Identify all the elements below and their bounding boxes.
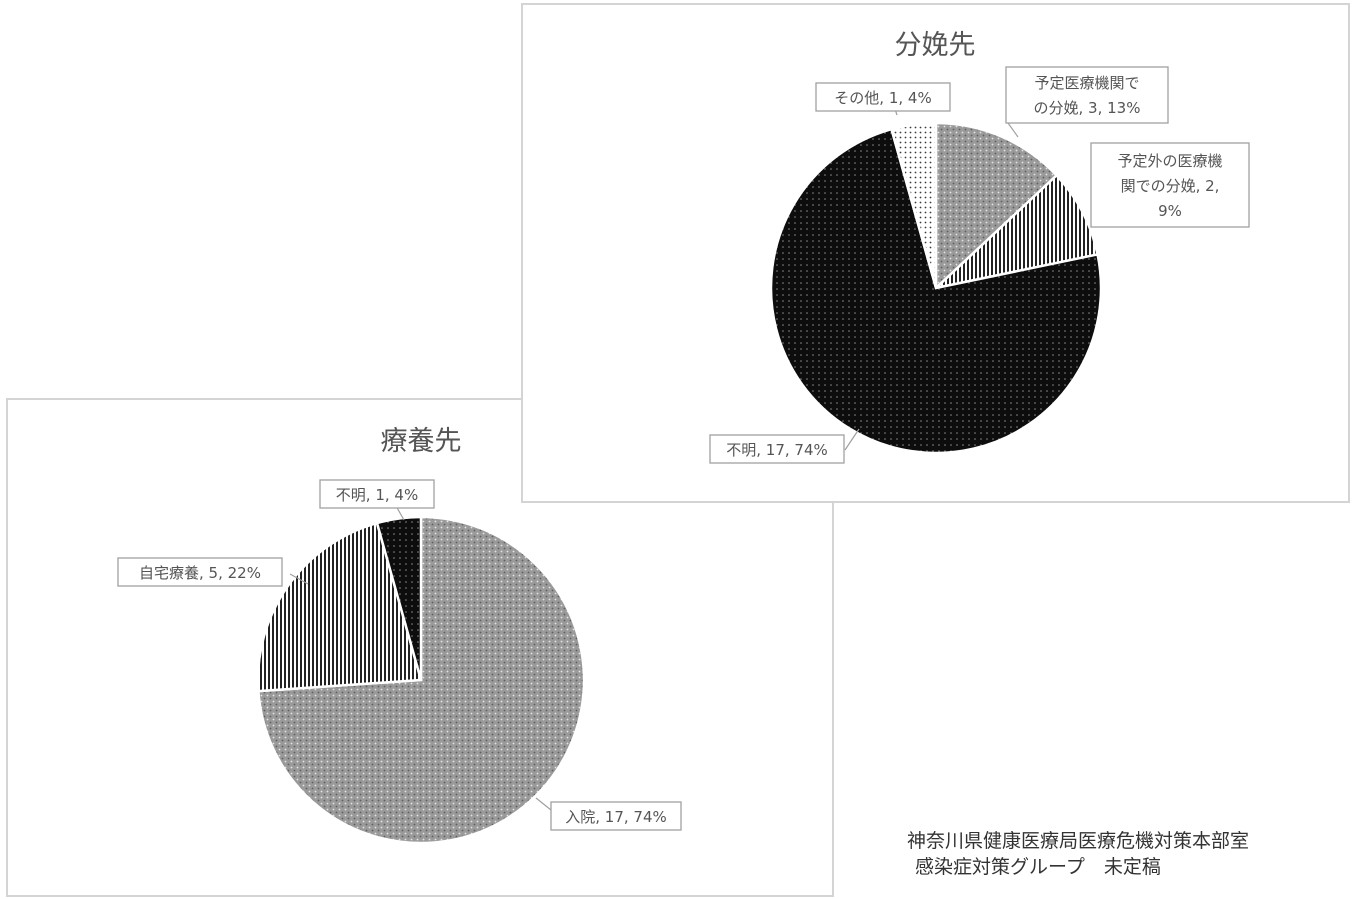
svg-text:自宅療養, 5, 22%: 自宅療養, 5, 22%: [139, 564, 261, 582]
chart-bunben-title: 分娩先: [895, 30, 976, 61]
svg-text:入院, 17, 74%: 入院, 17, 74%: [565, 808, 667, 826]
ryoyo-slice-1: [256, 521, 423, 693]
svg-text:関での分娩, 2,: 関での分娩, 2,: [1121, 177, 1220, 195]
data-label-jitaku: 自宅療養, 5, 22%: [117, 557, 283, 587]
svg-text:9%: 9%: [1158, 202, 1182, 220]
data-label-sonota: その他, 1, 4%: [815, 82, 951, 112]
bunben-slice-3: [889, 121, 938, 289]
leader-fumei-b: [844, 428, 860, 451]
data-label-fumei-a: 不明, 1, 4%: [319, 479, 435, 509]
leader-yotei: [1007, 122, 1019, 138]
chart-bunben-slices: [769, 121, 1103, 455]
chart-ryoyo-slices: [256, 515, 586, 845]
bunben-slice-2: [769, 127, 1103, 455]
chart-ryoyo-svg: 療養先 自宅療養, 5, 22% 不明, 1, 4% 入院, 17, 74%: [117, 426, 682, 845]
svg-text:の分娩, 3, 13%: の分娩, 3, 13%: [1034, 99, 1141, 117]
credit-line-1: 神奈川県健康医療局医療危機対策本部室: [907, 830, 1250, 852]
leader-nyuin: [535, 797, 552, 811]
svg-text:不明, 1, 4%: 不明, 1, 4%: [336, 486, 418, 504]
data-label-fumei-b: 不明, 17, 74%: [709, 434, 845, 464]
data-label-yoteigai: 予定外の医療機 関での分娩, 2, 9%: [1090, 142, 1250, 228]
bunben-slice-1: [931, 173, 1100, 291]
data-label-nyuin: 入院, 17, 74%: [550, 801, 682, 831]
data-label-yotei: 予定医療機関で の分娩, 3, 13%: [1005, 66, 1169, 124]
svg-text:予定医療機関で: 予定医療機関で: [1034, 74, 1139, 92]
leader-jitaku: [289, 573, 309, 585]
svg-text:不明, 17, 74%: 不明, 17, 74%: [726, 441, 828, 459]
svg-text:予定外の医療機: 予定外の医療機: [1117, 152, 1222, 170]
chart-bunben-svg: 分娩先 その他, 1, 4% 予定医療機関で の分娩, 3, 13% 予定外の医…: [709, 30, 1250, 464]
chart-bunben-panel: 分娩先 その他, 1, 4% 予定医療機関で の分娩, 3, 13% 予定外の医…: [521, 3, 1350, 503]
source-credit: 神奈川県健康医療局医療危機対策本部室 感染症対策グループ 未定稿: [907, 828, 1249, 880]
svg-text:その他, 1, 4%: その他, 1, 4%: [834, 89, 931, 107]
credit-line-2: 感染症対策グループ 未定稿: [915, 856, 1161, 878]
bunben-slice-0: [934, 121, 1059, 291]
chart-ryoyo-title: 療養先: [381, 426, 462, 457]
ryoyo-slice-2: [375, 515, 423, 681]
